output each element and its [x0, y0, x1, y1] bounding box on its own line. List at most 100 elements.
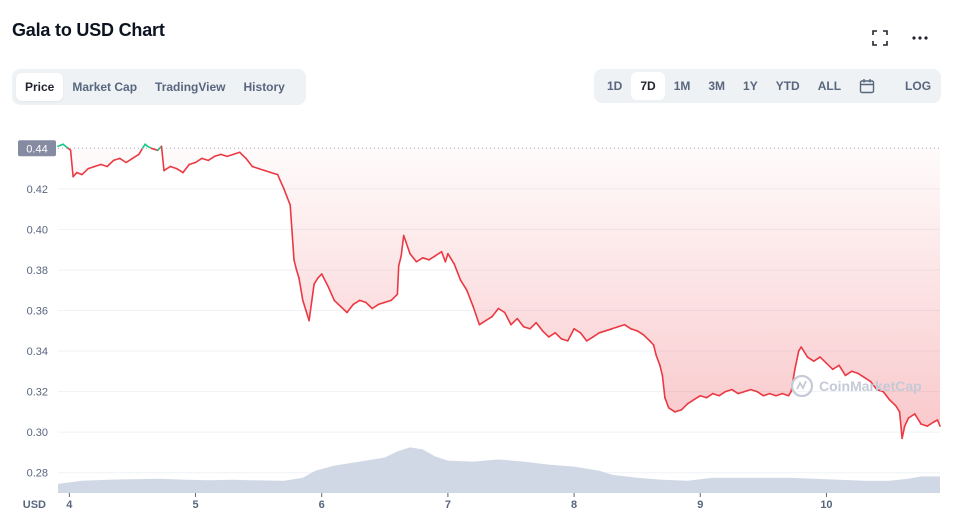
fullscreen-icon[interactable]: [869, 28, 891, 48]
price-segment-3: [69, 149, 74, 178]
range-1y[interactable]: 1Y: [743, 79, 758, 93]
price-segment-102: [630, 327, 639, 332]
price-segment-14: [131, 153, 140, 160]
tab-price[interactable]: Price: [16, 73, 64, 101]
price-segment-134: [800, 346, 809, 358]
range-1m[interactable]: 1M: [673, 79, 691, 93]
price-segment-60: [383, 299, 392, 304]
price-segment-125: [756, 390, 765, 397]
price-segment-69: [428, 255, 437, 261]
y-axis-label: USD: [23, 499, 46, 511]
price-segment-148: [888, 398, 897, 407]
price-segment-138: [825, 362, 834, 371]
price-segment-98: [604, 327, 613, 332]
price-segment-81: [497, 307, 506, 314]
tab-tradingview[interactable]: TradingView: [155, 80, 226, 94]
x-tick-label-2: 6: [319, 499, 325, 511]
price-segment-93: [573, 327, 582, 334]
price-segment-124: [749, 388, 758, 393]
price-segment-84: [516, 317, 525, 328]
more-glyph: [912, 36, 928, 40]
price-segment-11: [112, 157, 121, 162]
price-segment-158: [936, 419, 941, 427]
price-segment-45: [298, 277, 304, 302]
price-segment-50: [320, 273, 329, 288]
price-segment-109: [661, 374, 666, 399]
price-segment-41: [283, 188, 292, 206]
price-segment-79: [484, 315, 493, 322]
price-segment-27: [194, 157, 203, 164]
price-segment-139: [831, 364, 840, 371]
price-segment-101: [623, 323, 632, 330]
price-segment-6: [81, 167, 90, 176]
range-7d[interactable]: 7D: [631, 72, 665, 100]
reference-tag-label: 0.44: [26, 143, 47, 155]
price-segment-117: [705, 392, 714, 399]
price-segment-155: [920, 423, 929, 427]
price-segment-115: [693, 394, 702, 401]
price-segment-83: [510, 317, 519, 326]
price-segment-75: [459, 279, 468, 292]
price-segment-136: [812, 356, 821, 363]
y-tick-label-6: 0.40: [27, 224, 48, 236]
price-segment-68: [421, 256, 430, 261]
price-segment-55: [352, 299, 361, 306]
price-segment-48: [313, 277, 319, 285]
price-segment-143: [857, 372, 866, 379]
price-segment-96: [592, 331, 601, 338]
price-segment-137: [819, 356, 828, 365]
tab-history[interactable]: History: [243, 80, 285, 94]
range-all[interactable]: ALL: [817, 79, 842, 93]
price-segment-15: [138, 147, 144, 156]
price-segment-119: [718, 390, 727, 397]
price-segment-71: [440, 250, 447, 263]
range-3m[interactable]: 3M: [708, 79, 726, 93]
price-segment-142: [850, 370, 859, 375]
price-segment-106: [652, 344, 657, 356]
x-tick-label-6: 10: [820, 499, 832, 511]
price-segment-29: [207, 155, 216, 162]
price-segment-130: [787, 390, 792, 397]
price-segment-97: [598, 329, 607, 334]
range-1d[interactable]: 1D: [607, 79, 623, 93]
tab-market-cap[interactable]: Market Cap: [72, 80, 138, 94]
calendar-icon[interactable]: [850, 72, 884, 100]
price-segment-5: [76, 171, 83, 176]
price-segment-73: [447, 252, 456, 265]
reference-tag: [18, 140, 56, 157]
price-segment-105: [648, 340, 655, 346]
x-tick-label-5: 9: [697, 499, 703, 511]
y-tick-label-5: 0.38: [27, 265, 48, 277]
price-segment-107: [655, 354, 661, 367]
price-segment-9: [100, 163, 108, 168]
price-segment-113: [680, 402, 689, 411]
price-segment-25: [182, 163, 190, 174]
price-segment-58: [371, 303, 380, 310]
y-tick-label-7: 0.42: [27, 184, 48, 196]
price-segment-146: [876, 388, 885, 393]
price-segment-95: [585, 336, 594, 342]
price-segment-90: [554, 331, 563, 340]
price-segment-23: [169, 165, 178, 170]
price-segment-1: [62, 143, 69, 150]
log-scale-toggle[interactable]: LOG: [905, 79, 932, 93]
price-segment-116: [699, 394, 708, 399]
price-segment-47: [308, 283, 315, 322]
x-tick-label-1: 5: [192, 499, 198, 511]
price-segment-57: [365, 301, 374, 310]
price-segment-49: [317, 273, 323, 279]
price-segment-140: [838, 364, 847, 377]
price-segment-63: [397, 255, 403, 267]
page-title: Gala to USD Chart: [12, 20, 165, 40]
price-segment-21: [160, 145, 165, 172]
price-segment-103: [636, 329, 645, 336]
price-segment-132: [794, 350, 800, 371]
price-segment-104: [642, 333, 651, 342]
price-segment-19: [150, 147, 159, 152]
range-tabs: 1D 7D 1M 3M 1Y YTD ALL LOG: [594, 69, 941, 103]
more-horizontal-icon[interactable]: [909, 28, 931, 48]
price-segment-86: [529, 321, 538, 330]
range-ytd[interactable]: YTD: [775, 79, 800, 93]
price-segment-22: [163, 165, 172, 172]
